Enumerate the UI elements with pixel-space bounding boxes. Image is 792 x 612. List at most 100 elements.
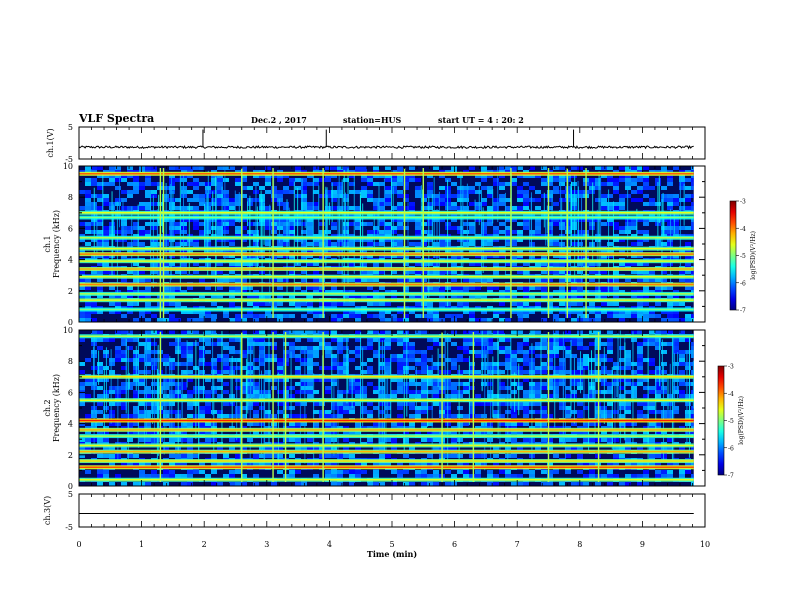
noise-cell [223, 342, 229, 346]
noise-cell [229, 250, 235, 254]
noise-cell [79, 206, 85, 210]
noise-cell [331, 338, 337, 342]
noise-cell [277, 238, 283, 242]
noise-cell [241, 238, 247, 242]
noise-cell [427, 382, 433, 386]
noise-cell [391, 470, 397, 474]
noise-cell [265, 394, 271, 398]
noise-cell [403, 438, 409, 442]
noise-cell [85, 286, 91, 290]
noise-cell [559, 302, 565, 306]
noise-cell [259, 338, 265, 342]
noise-cell [493, 462, 499, 466]
noise-cell [139, 294, 145, 298]
noise-cell [253, 386, 259, 390]
noise-cell [529, 330, 535, 334]
noise-cell [457, 206, 463, 210]
noise-cell [151, 190, 157, 194]
noise-cell [541, 386, 547, 390]
noise-cell [553, 166, 559, 170]
noise-cell [331, 250, 337, 254]
noise-cell [493, 446, 499, 450]
noise-cell [427, 482, 433, 486]
noise-cell [193, 198, 199, 202]
noise-cell [481, 226, 487, 230]
noise-cell [175, 270, 181, 274]
noise-cell [547, 242, 553, 246]
noise-cell [283, 278, 289, 282]
noise-cell [619, 166, 625, 170]
noise-cell [517, 346, 523, 350]
noise-cell [433, 202, 439, 206]
noise-cell [361, 186, 367, 190]
noise-cell [553, 202, 559, 206]
noise-cell [115, 166, 121, 170]
noise-cell [625, 390, 631, 394]
noise-cell [421, 302, 427, 306]
noise-cell [343, 470, 349, 474]
noise-cell [343, 402, 349, 406]
noise-cell [307, 206, 313, 210]
noise-cell [625, 446, 631, 450]
noise-cell [661, 350, 667, 354]
noise-cell [409, 354, 415, 358]
noise-cell [145, 278, 151, 282]
noise-cell [589, 226, 595, 230]
noise-cell [265, 182, 271, 186]
noise-cell [259, 358, 265, 362]
noise-cell [109, 358, 115, 362]
noise-cell [553, 174, 559, 178]
noise-cell [301, 362, 307, 366]
noise-cell [97, 182, 103, 186]
noise-cell [643, 402, 649, 406]
noise-cell [511, 402, 517, 406]
noise-cell [421, 438, 427, 442]
noise-cell [265, 310, 271, 314]
noise-cell [211, 302, 217, 306]
noise-cell [97, 366, 103, 370]
noise-cell [457, 354, 463, 358]
noise-cell [613, 238, 619, 242]
noise-cell [241, 262, 247, 266]
noise-cell [643, 286, 649, 290]
noise-cell [547, 462, 553, 466]
noise-cell [667, 218, 673, 222]
noise-cell [433, 378, 439, 382]
noise-cell [403, 338, 409, 342]
noise-cell [403, 454, 409, 458]
noise-cell [553, 242, 559, 246]
noise-cell [493, 314, 499, 318]
noise-cell [655, 278, 661, 282]
noise-cell [559, 362, 565, 366]
noise-cell [169, 186, 175, 190]
noise-cell [571, 206, 577, 210]
noise-cell [361, 174, 367, 178]
noise-cell [469, 310, 475, 314]
noise-cell [175, 222, 181, 226]
noise-cell [373, 386, 379, 390]
noise-cell [589, 278, 595, 282]
noise-cell [403, 330, 409, 334]
noise-cell [139, 186, 145, 190]
noise-cell [253, 462, 259, 466]
noise-cell [535, 446, 541, 450]
noise-cell [541, 346, 547, 350]
noise-cell [127, 190, 133, 194]
noise-cell [289, 190, 295, 194]
noise-cell [301, 194, 307, 198]
noise-cell [91, 182, 97, 186]
noise-cell [235, 462, 241, 466]
noise-cell [337, 346, 343, 350]
noise-cell [565, 394, 571, 398]
noise-cell [379, 294, 385, 298]
noise-cell [187, 474, 193, 478]
noise-cell [295, 166, 301, 170]
noise-cell [577, 410, 583, 414]
noise-cell [331, 302, 337, 306]
noise-cell [487, 470, 493, 474]
noise-cell [439, 194, 445, 198]
noise-cell [355, 338, 361, 342]
noise-cell [235, 386, 241, 390]
noise-cell [685, 226, 691, 230]
noise-cell [649, 454, 655, 458]
